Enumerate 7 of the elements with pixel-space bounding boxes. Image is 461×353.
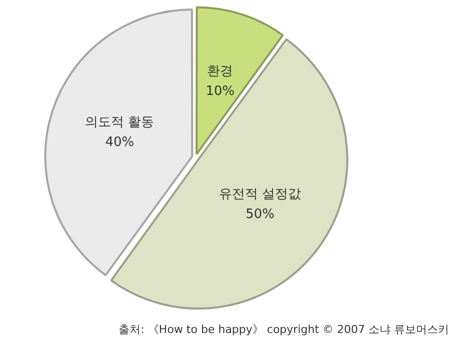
source-note: 출처: 《How to be happy》 copyright © 2007 소냐 류보머스키 <box>118 322 449 337</box>
slice-label: 유전적 설정값 <box>218 186 302 202</box>
data-label: 50% <box>246 206 274 222</box>
data-label: 40% <box>105 135 134 150</box>
slice-label: 의도적 활동 <box>85 115 154 130</box>
data-label: 10% <box>206 84 235 100</box>
slice-label: 환경 <box>207 64 234 80</box>
